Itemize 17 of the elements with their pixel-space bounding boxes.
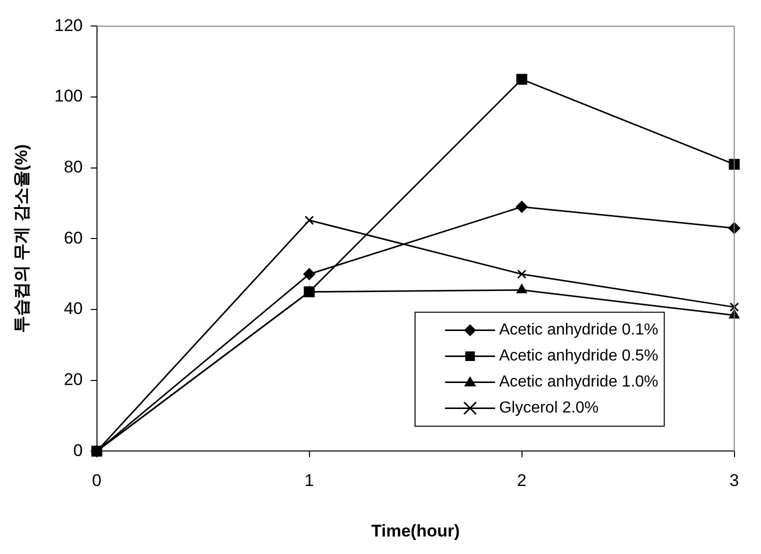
x-tick-label: 0 xyxy=(92,471,102,490)
legend-label: Acetic anhydride 1.0% xyxy=(499,374,658,391)
y-tick-label: 80 xyxy=(64,158,83,177)
y-tick-label: 0 xyxy=(73,440,83,460)
x-tick-label: 2 xyxy=(517,471,527,490)
legend-label: Glycerol 2.0% xyxy=(499,400,599,417)
legend-label: Acetic anhydride 0.1% xyxy=(499,322,658,339)
y-axis-title: 투습컵의 무게 감소율(%) xyxy=(12,144,31,334)
y-tick-label: 40 xyxy=(64,299,83,318)
x-axis-title: Time(hour) xyxy=(371,521,460,540)
y-tick-label: 60 xyxy=(64,228,83,248)
x-tick-label: 3 xyxy=(730,471,740,490)
y-tick-label: 20 xyxy=(64,370,83,390)
y-tick-label: 120 xyxy=(54,16,83,35)
y-tick-label: 100 xyxy=(54,86,83,106)
x-tick-label: 1 xyxy=(304,471,314,490)
legend-label: Acetic anhydride 0.5% xyxy=(499,348,658,365)
